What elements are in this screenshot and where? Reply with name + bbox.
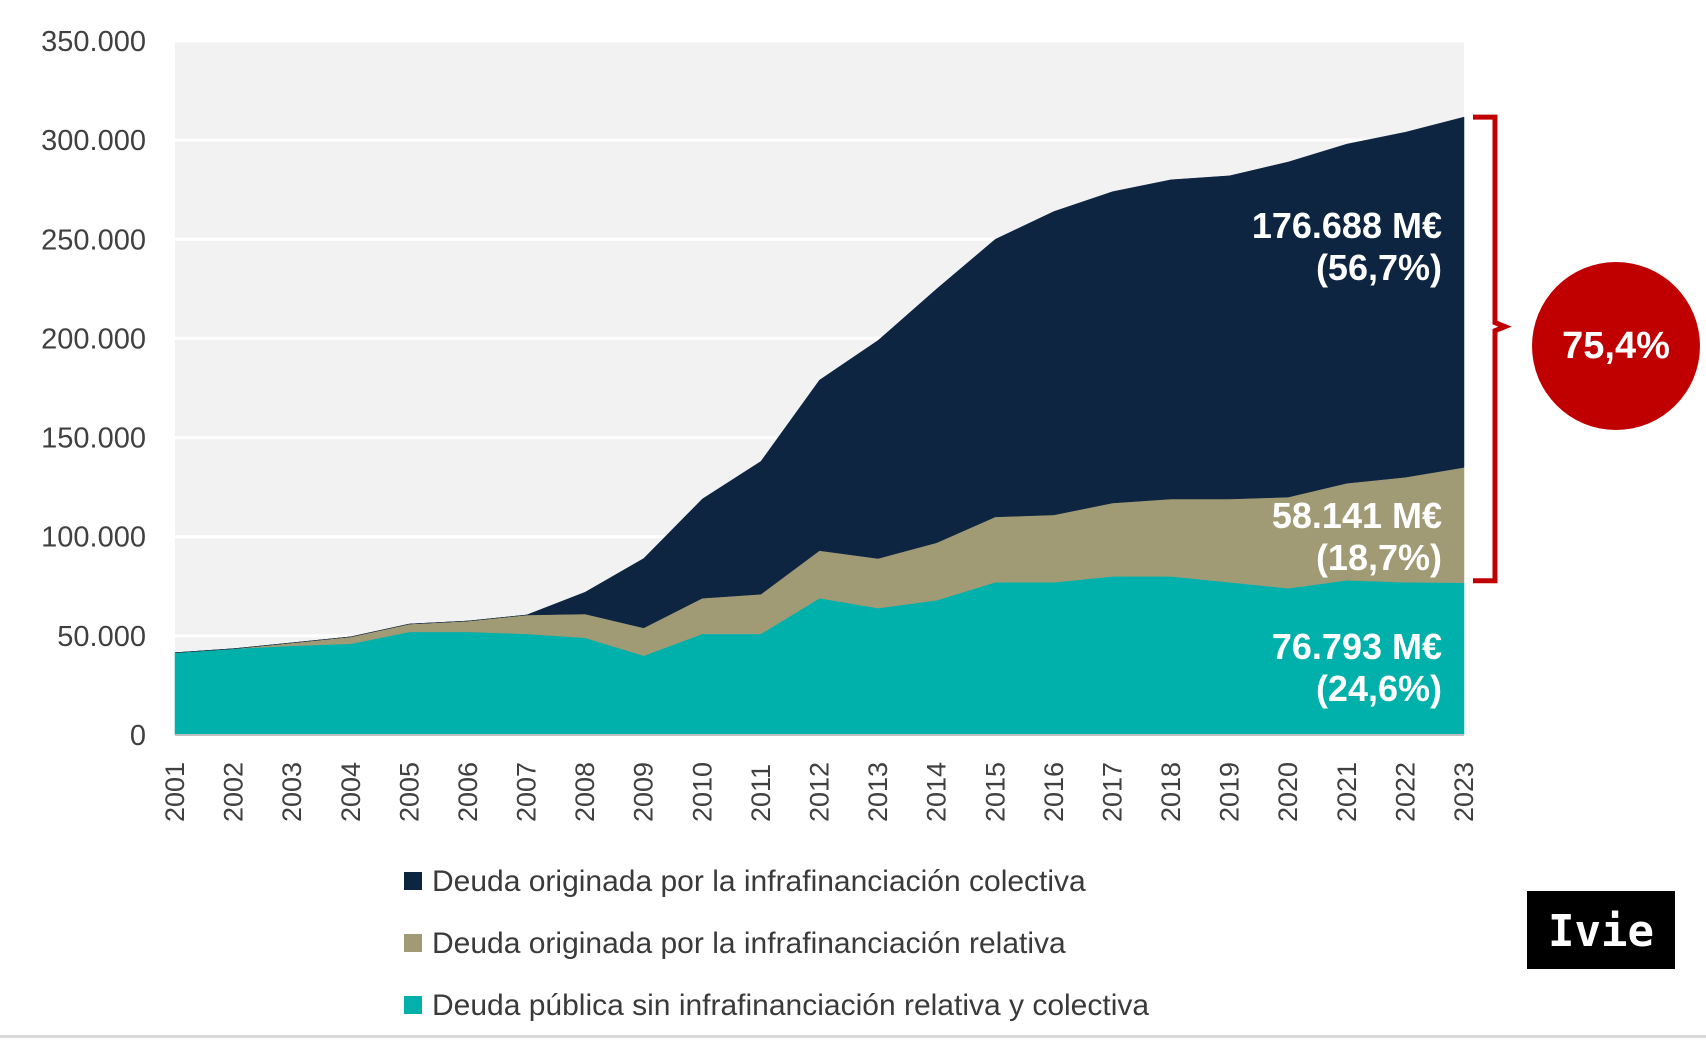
x-tick-label: 2012 (805, 762, 835, 822)
x-tick-label: 2002 (219, 762, 249, 822)
area-layer (174, 116, 1465, 736)
y-tick-label: 150.000 (41, 423, 146, 455)
x-tick-label: 2014 (922, 762, 952, 822)
colectiva-value-label: 176.688 M€ (1252, 205, 1442, 246)
legend-swatch-sin (404, 996, 422, 1014)
ivie-logo: Ivie (1527, 891, 1675, 969)
legend: Deuda originada por la infrafinanciación… (404, 865, 1149, 1022)
x-axis-ticks: 2001 2002 2003 2004 2005 2006 2007 2008 2009 2010… (160, 762, 1479, 822)
y-tick-label: 100.000 (41, 522, 146, 554)
colectiva-pct-label: (56,7%) (1316, 247, 1442, 288)
bracket-annotation (1473, 114, 1512, 584)
x-tick-label: 2003 (277, 762, 307, 822)
x-tick-label: 2015 (980, 762, 1010, 822)
logo-text: Ivie (1548, 906, 1654, 957)
relativa-value-label: 58.141 M€ (1272, 495, 1442, 536)
x-tick-label: 2005 (394, 762, 424, 822)
x-tick-label: 2009 (629, 762, 659, 822)
legend-label-relativa: Deuda originada por la infrafinanciación… (432, 927, 1066, 960)
x-tick-label: 2007 (512, 762, 542, 822)
x-tick-label: 2018 (1156, 762, 1186, 822)
y-tick-label: 0 (130, 720, 146, 752)
y-tick-label: 300.000 (41, 125, 146, 157)
x-tick-label: 2011 (746, 764, 776, 822)
y-tick-label: 250.000 (41, 224, 146, 256)
x-tick-label: 2004 (336, 762, 366, 822)
area-series-2 (174, 116, 1465, 653)
y-tick-label: 200.000 (41, 323, 146, 355)
bottom-divider (0, 1035, 1706, 1038)
x-tick-label: 2017 (1097, 762, 1127, 822)
relativa-pct-label: (18,7%) (1316, 537, 1442, 578)
bracket-total-circle (1532, 262, 1700, 430)
legend-swatch-relativa (404, 934, 422, 952)
x-tick-label: 2021 (1332, 762, 1362, 822)
legend-label-sin: Deuda pública sin infrafinanciación rela… (432, 989, 1149, 1022)
y-tick-label: 50.000 (57, 621, 146, 653)
x-tick-label: 2016 (1039, 762, 1069, 822)
legend-label-colectiva: Deuda originada por la infrafinanciación… (432, 865, 1086, 898)
sin-value-label: 76.793 M€ (1272, 626, 1442, 667)
bracket-total-label: 75,4% (1562, 325, 1670, 367)
x-tick-label: 2020 (1273, 762, 1303, 822)
x-tick-label: 2010 (687, 762, 717, 822)
x-tick-label: 2013 (863, 762, 893, 822)
x-tick-label: 2023 (1449, 762, 1479, 822)
y-tick-label: 350.000 (41, 26, 146, 58)
x-tick-label: 2008 (570, 762, 600, 822)
logo-background (1527, 891, 1675, 969)
y-axis-ticks: 0 50.000 100.000 150.000 200.000 250.000 300.0… (41, 26, 146, 752)
x-tick-label: 2019 (1215, 762, 1245, 822)
sin-pct-label: (24,6%) (1316, 668, 1442, 709)
x-tick-label: 2001 (160, 762, 190, 822)
legend-swatch-colectiva (404, 872, 422, 890)
x-tick-label: 2022 (1390, 762, 1420, 822)
x-tick-label: 2006 (453, 762, 483, 822)
